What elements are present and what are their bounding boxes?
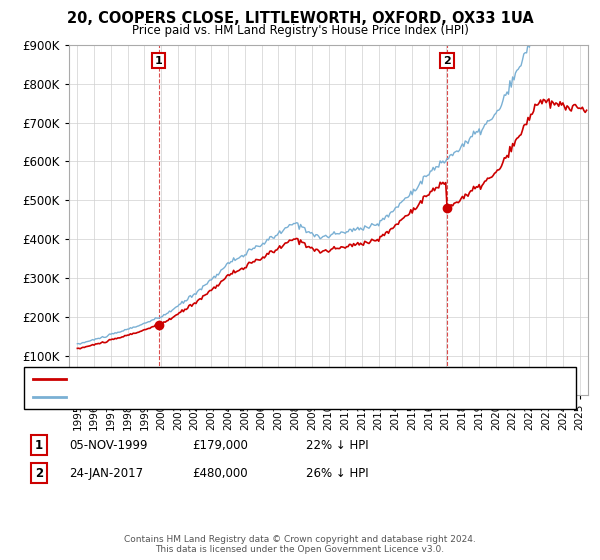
Text: 22% ↓ HPI: 22% ↓ HPI [306, 438, 368, 452]
Text: 05-NOV-1999: 05-NOV-1999 [69, 438, 148, 452]
Text: 2: 2 [443, 55, 451, 66]
Text: Contains HM Land Registry data © Crown copyright and database right 2024.
This d: Contains HM Land Registry data © Crown c… [124, 535, 476, 554]
Text: 26% ↓ HPI: 26% ↓ HPI [306, 466, 368, 480]
Text: 20, COOPERS CLOSE, LITTLEWORTH, OXFORD, OX33 1UA (detached house): 20, COOPERS CLOSE, LITTLEWORTH, OXFORD, … [71, 374, 482, 384]
Text: £179,000: £179,000 [192, 438, 248, 452]
Text: £480,000: £480,000 [192, 466, 248, 480]
Text: 20, COOPERS CLOSE, LITTLEWORTH, OXFORD, OX33 1UA: 20, COOPERS CLOSE, LITTLEWORTH, OXFORD, … [67, 11, 533, 26]
Text: Price paid vs. HM Land Registry's House Price Index (HPI): Price paid vs. HM Land Registry's House … [131, 24, 469, 36]
Text: HPI: Average price, detached house, South Oxfordshire: HPI: Average price, detached house, Sout… [71, 392, 372, 402]
Text: 24-JAN-2017: 24-JAN-2017 [69, 466, 143, 480]
Text: 2: 2 [35, 466, 43, 480]
Text: 1: 1 [35, 438, 43, 452]
Text: 1: 1 [155, 55, 163, 66]
